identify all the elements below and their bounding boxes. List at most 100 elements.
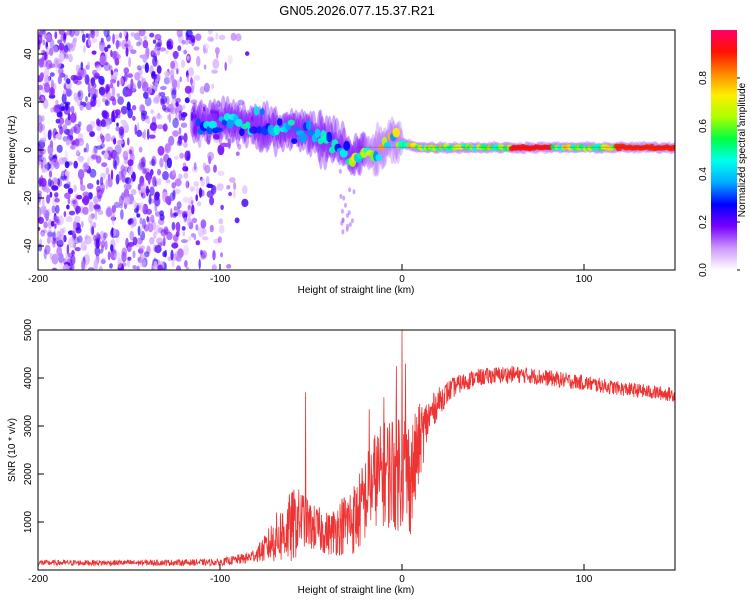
spectrogram-noise-blob: [217, 144, 225, 156]
colorbar-tick-label: 0.4: [698, 167, 709, 181]
spectrogram-noise-blob: [189, 186, 195, 192]
spectrogram-noise-blob: [185, 180, 190, 189]
spectrogram-noise-blob: [195, 224, 199, 231]
spectrogram-noise-blob: [173, 155, 179, 160]
spectrogram-noise-blob: [207, 30, 213, 35]
spectrogram-noise-blob: [187, 205, 191, 210]
spectrogram-noise-blob: [115, 40, 122, 48]
spectrogram-noise-blob: [129, 85, 133, 95]
spectrogram-noise-blob: [149, 237, 155, 245]
spectrogram-noise-blob: [96, 98, 101, 108]
spectrogram-ridge-core: [214, 127, 223, 133]
spectrogram-noise-blob: [111, 86, 116, 97]
spectrogram-noise-blob: [127, 73, 133, 78]
spectrogram-noise-blob: [213, 164, 217, 173]
spectrogram-noise-blob: [54, 192, 59, 198]
spectrogram-noise-blob: [154, 224, 161, 235]
spectrogram-noise-blob: [180, 112, 188, 118]
y-tick-label: 0: [23, 147, 34, 153]
spectrogram-noise-blob: [66, 244, 70, 255]
spectrogram-noise-blob: [91, 225, 95, 236]
spectrogram-noise-blob: [50, 79, 55, 90]
spectrogram-noise-blob: [120, 165, 126, 173]
spectrogram-noise-blob: [212, 133, 220, 140]
spectrogram-noise-blob: [81, 68, 87, 78]
spectrogram-noise-blob: [208, 155, 212, 165]
spectrogram-noise-blob: [63, 211, 67, 218]
spectrogram-noise-blob: [233, 181, 237, 191]
spectrogram-noise-blob: [72, 227, 75, 235]
spectrogram-noise-blob: [148, 193, 152, 205]
y-tick-label: 40: [23, 48, 34, 60]
spectrogram-noise-blob: [126, 149, 130, 155]
spectrogram-noise-blob: [199, 86, 205, 95]
spectrogram-noise-blob: [151, 158, 155, 166]
spectrogram-tail-blob: [347, 210, 351, 216]
spectrogram-noise-blob: [123, 30, 127, 37]
spectrogram-noise-blob: [38, 154, 44, 163]
spectrogram-noise-blob: [156, 65, 162, 74]
spectrogram-ridge-core: [298, 132, 308, 143]
spectrogram-noise-blob: [173, 212, 179, 217]
spectrogram-noise-blob: [125, 237, 129, 249]
spectrogram-noise-blob: [171, 259, 175, 268]
spectrogram-noise-blob: [57, 178, 61, 186]
spectrogram-noise-blob: [172, 130, 179, 137]
spectrogram-noise-blob: [54, 197, 60, 203]
spectrogram-noise-blob: [211, 83, 215, 90]
spectrogram-noise-blob: [96, 75, 102, 80]
spectrogram-noise-blob: [72, 199, 76, 205]
spectrogram-noise-blob: [75, 64, 81, 74]
spectrogram-noise-blob: [95, 232, 101, 244]
spectrogram-noise-blob: [197, 140, 202, 149]
spectrogram-noise-blob: [163, 76, 170, 85]
spectrogram-noise-blob: [176, 201, 182, 209]
spectrogram-noise-blob: [128, 164, 134, 176]
spectrogram-noise-blob: [182, 231, 186, 237]
spectrogram-noise-blob: [42, 196, 45, 208]
spectrogram-noise-blob: [223, 142, 231, 148]
spectrogram-ridge-core: [256, 125, 263, 134]
spectrogram-noise-blob: [50, 220, 55, 227]
spectrogram-noise-blob: [55, 66, 63, 75]
spectrogram-noise-blob: [182, 162, 187, 168]
spectrogram-noise-blob: [183, 49, 188, 55]
spectrogram-noise-blob: [185, 266, 190, 270]
spectrogram-noise-blob: [154, 245, 162, 254]
spectrogram-noise-blob: [218, 224, 225, 234]
spectrogram-tail-blob: [338, 168, 342, 174]
spectrogram-noise-blob: [99, 133, 103, 140]
colorbar-tick-label: 0.8: [698, 71, 709, 85]
spectrogram-noise-blob: [180, 59, 186, 68]
spectrogram-noise-blob: [159, 91, 166, 97]
spectrogram-noise-blob: [75, 227, 82, 234]
spectrogram-noise-blob: [103, 62, 111, 71]
spectrogram-noise-blob: [80, 184, 86, 192]
spectrogram-noise-blob: [122, 152, 128, 160]
spectrogram-noise-blob: [124, 177, 132, 185]
spectrogram-noise-blob: [39, 177, 47, 187]
spectrogram-noise-blob: [162, 104, 167, 111]
spectrogram-noise-blob: [125, 47, 129, 57]
spectrogram-noise-blob: [113, 71, 119, 77]
colorbar-tick-label: 0.2: [698, 215, 709, 229]
spectrogram-noise-blob: [187, 150, 191, 161]
spectrogram-noise-blob: [103, 152, 109, 160]
spectrogram-noise-blob: [86, 183, 94, 190]
spectrogram-noise-blob: [65, 103, 69, 111]
spectrogram-noise-blob: [150, 109, 154, 114]
spectrogram-noise-blob: [62, 124, 68, 134]
spectrogram-noise-blob: [134, 124, 137, 135]
spectrogram-noise-blob: [138, 30, 146, 37]
spectrogram-noise-blob: [113, 138, 117, 145]
spectrogram-noise-blob: [60, 34, 67, 41]
spectrogram-noise-blob: [51, 253, 59, 265]
spectrogram-noise-blob: [119, 77, 124, 86]
spectrogram-noise-blob: [39, 137, 47, 143]
spectrogram-noise-blob: [102, 97, 106, 103]
spectrogram-noise-blob: [45, 162, 49, 172]
spectrogram-noise-blob: [111, 215, 115, 226]
spectrogram-noise-blob: [104, 46, 109, 52]
